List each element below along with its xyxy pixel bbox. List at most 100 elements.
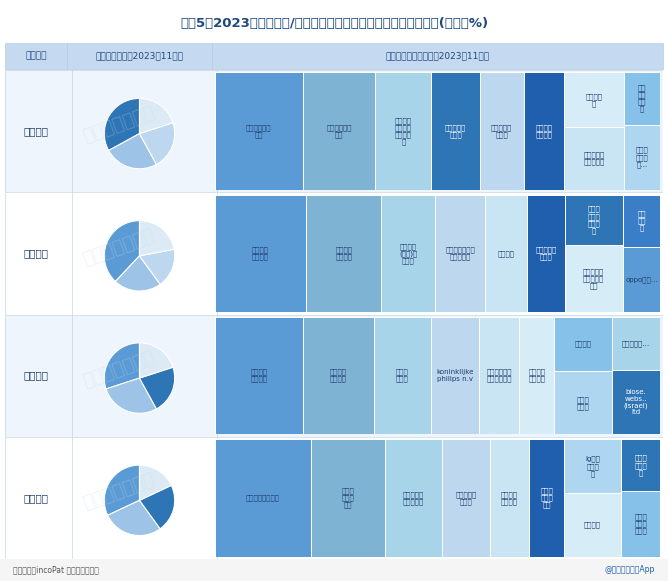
Wedge shape	[104, 221, 140, 281]
Bar	[612, 317, 661, 370]
Text: 国家电
网有限
公司: 国家电 网有限 公司	[540, 487, 553, 508]
Bar	[554, 371, 612, 435]
Bar	[303, 317, 373, 435]
Text: 技术路线: 技术路线	[25, 52, 47, 60]
Text: 乐金显示有限
公司: 乐金显示有限 公司	[246, 124, 272, 138]
Bar	[621, 492, 661, 557]
Text: 微软技术许
可有限责任
公司: 微软技术许 可有限责任 公司	[583, 268, 605, 289]
Wedge shape	[140, 123, 175, 164]
Bar	[564, 439, 621, 493]
Text: 专利地域分布（2023年11月）: 专利地域分布（2023年11月）	[96, 52, 184, 60]
Wedge shape	[140, 465, 172, 500]
Text: 近眼显示: 近眼显示	[23, 126, 49, 136]
Text: 日本电信电
话株式会社: 日本电信电 话株式会社	[583, 152, 605, 166]
Bar	[436, 195, 486, 312]
Text: lg电子
有限公
司: lg电子 有限公 司	[585, 456, 600, 476]
Bar	[385, 439, 442, 557]
Text: 高通股
份公司: 高通股 份公司	[396, 369, 409, 382]
Bar	[564, 195, 623, 245]
Bar	[490, 439, 529, 557]
Bar	[381, 195, 436, 312]
Text: 渲染处理: 渲染处理	[23, 371, 49, 381]
Bar	[624, 72, 661, 124]
Bar	[564, 245, 623, 312]
Bar	[480, 317, 519, 435]
Bar	[432, 72, 480, 190]
Text: 索尼公司: 索尼公司	[574, 340, 592, 347]
Wedge shape	[140, 98, 173, 134]
Text: 微软技
术许可
有…: 微软技 术许可 有…	[636, 147, 649, 168]
Legend: 中国, 美国, 日本, 其他: 中国, 美国, 日本, 其他	[110, 568, 170, 578]
Wedge shape	[140, 221, 174, 256]
Bar	[442, 439, 490, 557]
Text: 国家电网有
限公司: 国家电网有 限公司	[535, 246, 556, 260]
Text: 三星电
子株式
会社: 三星电 子株式 会社	[341, 487, 354, 508]
Bar	[480, 72, 524, 190]
Bar	[623, 195, 661, 247]
Text: 前瞻产业研究院: 前瞻产业研究院	[80, 226, 157, 268]
Wedge shape	[104, 465, 140, 515]
Bar	[621, 439, 661, 492]
Bar	[214, 317, 303, 435]
Text: 微软技术许可
有限责任公司: 微软技术许可 有限责任公司	[486, 369, 512, 382]
Text: @前瞻经济学人App: @前瞻经济学人App	[605, 565, 655, 575]
Text: 前瞻产业研究院: 前瞻产业研究院	[80, 471, 157, 513]
Bar	[311, 439, 385, 557]
Text: 日本电气株
式会社: 日本电气株 式会社	[445, 124, 466, 138]
Text: 三星电子
株式会社: 三星电子 株式会社	[252, 246, 269, 260]
Text: koninklijke
philips n.v: koninklijke philips n.v	[436, 370, 474, 382]
Wedge shape	[140, 249, 175, 284]
Text: 苹果公司: 苹果公司	[498, 250, 515, 257]
Text: 三星显示有限
公司: 三星显示有限 公司	[327, 124, 352, 138]
Wedge shape	[104, 343, 140, 389]
Text: 索尼公司: 索尼公司	[584, 522, 601, 528]
Text: 阿里巴巴集团控
股有限公司: 阿里巴巴集团控 股有限公司	[446, 246, 476, 260]
Bar	[303, 72, 375, 190]
Wedge shape	[104, 98, 140, 150]
Bar	[564, 72, 624, 127]
Text: 前瞻产业研究院: 前瞻产业研究院	[80, 103, 157, 146]
Text: 华为技术有限公司: 华为技术有限公司	[246, 494, 280, 501]
Text: 热门申请人前十分布（2023年11月）: 热门申请人前十分布（2023年11月）	[385, 52, 490, 60]
Bar	[214, 195, 307, 312]
Text: 国家电网
有限公司: 国家电网 有限公司	[528, 369, 545, 382]
Text: 英默
赛公
司: 英默 赛公 司	[637, 210, 646, 231]
Text: 富士
通株
式会
社: 富士 通株 式会 社	[638, 84, 647, 113]
Bar	[519, 317, 554, 435]
Wedge shape	[116, 256, 160, 291]
Text: biose.
webs..
(israel)
ltd: biose. webs.. (israel) ltd	[624, 389, 649, 415]
Text: 高通股份
有限公司: 高通股份 有限公司	[501, 491, 518, 505]
Bar	[564, 493, 621, 557]
Bar	[486, 195, 527, 312]
Wedge shape	[140, 485, 175, 529]
Legend: 中国, 美国, 日本, 其他: 中国, 美国, 日本, 其他	[110, 445, 170, 456]
Text: 京东方科
技集团股
份有限公
司: 京东方科 技集团股 份有限公 司	[395, 117, 412, 145]
Text: 日本电气株
式会社: 日本电气株 式会社	[456, 491, 476, 505]
Text: 中兴通讯股
份有限公司: 中兴通讯股 份有限公司	[403, 491, 424, 505]
Text: 住能株
式会社: 住能株 式会社	[576, 396, 589, 410]
Legend: 中国, 美国, 韩国, 其他: 中国, 美国, 韩国, 其他	[110, 323, 170, 333]
Bar	[214, 72, 303, 190]
Bar	[529, 439, 564, 557]
Text: 瞻亚股份
有限公司: 瞻亚股份 有限公司	[330, 369, 347, 382]
Bar	[612, 370, 661, 435]
Bar	[554, 317, 612, 371]
Wedge shape	[106, 378, 156, 413]
Text: 三星电子株
式会社: 三星电子株 式会社	[491, 124, 512, 138]
Text: 中兴通
讯股份
有限公
司: 中兴通 讯股份 有限公 司	[587, 206, 600, 234]
Text: 日本电气株…: 日本电气株…	[622, 340, 650, 347]
Bar	[624, 124, 661, 190]
Text: 株式会
社日立
制作所: 株式会 社日立 制作所	[635, 514, 647, 535]
Bar	[307, 195, 381, 312]
Text: 廉宁股份
有限公司: 廉宁股份 有限公司	[535, 124, 552, 138]
Text: 富士通
株式会
社: 富士通 株式会 社	[635, 455, 647, 476]
Bar	[214, 439, 311, 557]
Bar	[527, 195, 564, 312]
Wedge shape	[140, 367, 175, 409]
Wedge shape	[140, 343, 173, 378]
Text: 感知交互: 感知交互	[23, 248, 49, 259]
Bar	[564, 127, 624, 190]
Text: oppo广东…: oppo广东…	[625, 276, 658, 283]
Text: 前瞻产业研究院: 前瞻产业研究院	[80, 348, 157, 391]
Bar	[431, 317, 480, 435]
